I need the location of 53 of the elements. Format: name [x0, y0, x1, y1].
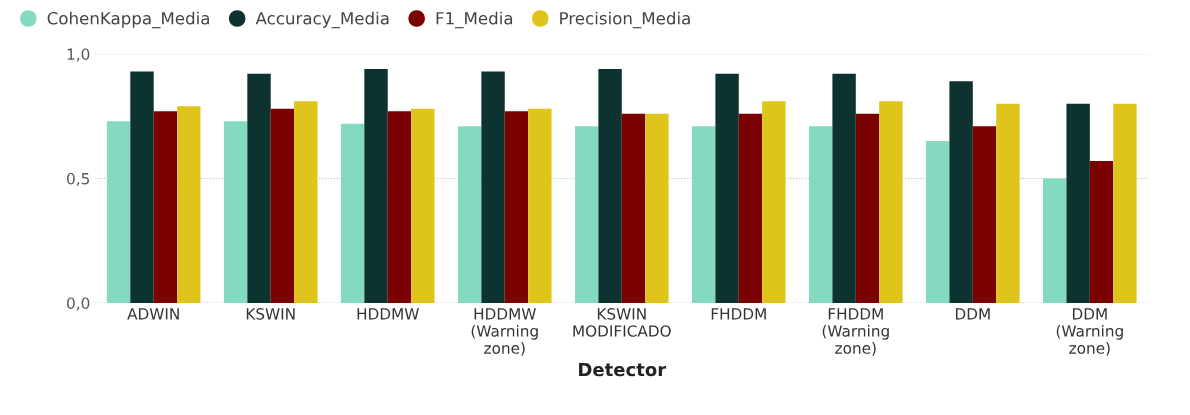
x-axis-title: Detector: [579, 362, 667, 377]
x-tick-label: DDM (Warning zone): [1056, 308, 1123, 356]
bar: [223, 121, 248, 303]
bar: [481, 71, 505, 303]
bar: [598, 68, 622, 303]
bar: [106, 121, 131, 303]
bar: [528, 108, 552, 303]
bar: [130, 71, 154, 303]
x-tick-label: FHDDM: [711, 308, 766, 320]
bar: [340, 123, 365, 303]
bar: [949, 81, 973, 303]
bar: [691, 126, 716, 303]
bar: [457, 126, 482, 303]
bar: [387, 111, 412, 303]
bar: [972, 126, 997, 303]
y-tick-label: 1,0: [67, 48, 90, 62]
legend-label: Accuracy_Media: [255, 11, 389, 29]
x-tick-label: KSWIN: [246, 308, 295, 320]
bar: [153, 111, 178, 303]
x-tick-label: FHDDM (Warning zone): [822, 308, 889, 356]
x-tick-label: ADWIN: [127, 308, 179, 320]
bar: [621, 113, 646, 303]
bar: [294, 101, 318, 303]
x-tick-label: DDM: [955, 308, 990, 320]
bar: [926, 141, 950, 303]
bar: [855, 113, 880, 303]
bar: [832, 73, 856, 303]
bar: [809, 126, 833, 303]
bar: [177, 106, 201, 303]
bar: [574, 126, 599, 303]
legend-label: CohenKappa_Media: [47, 11, 209, 29]
bar: [762, 101, 786, 303]
bar: [364, 68, 388, 303]
x-tick-label: HDDMW: [357, 308, 419, 320]
bar: [715, 73, 739, 303]
bar: [1089, 161, 1114, 303]
bar: [996, 103, 1020, 303]
bar: [1066, 103, 1090, 303]
bar: [738, 113, 763, 303]
y-tick-label: 0,5: [67, 172, 90, 187]
bar: [270, 108, 295, 303]
bar: [1043, 178, 1067, 303]
bar: [645, 113, 669, 303]
bar: [411, 108, 435, 303]
y-tick-label: 0,0: [67, 297, 90, 311]
legend-label: Precision_Media: [560, 11, 690, 29]
x-tick-label: KSWIN MODIFICADO: [573, 308, 671, 337]
legend-label: F1_Media: [436, 11, 513, 29]
x-tick-label: HDDMW (Warning zone): [471, 308, 538, 356]
bar: [504, 111, 529, 303]
bar: [247, 73, 271, 303]
bar: [1113, 103, 1137, 303]
bar: [879, 101, 903, 303]
